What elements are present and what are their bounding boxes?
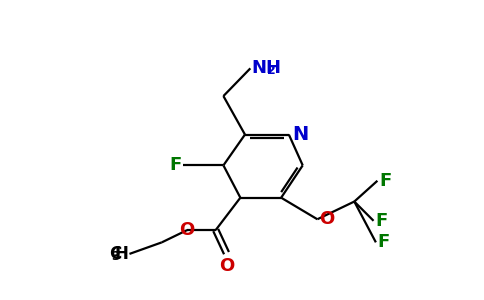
Text: 3: 3 [112, 250, 120, 263]
Text: F: F [379, 172, 391, 190]
Text: C: C [109, 245, 122, 263]
Text: NH: NH [251, 58, 281, 76]
Text: H: H [114, 245, 128, 263]
Text: O: O [180, 221, 195, 239]
Text: N: N [292, 125, 308, 144]
Text: O: O [319, 210, 334, 228]
Text: F: F [375, 212, 387, 230]
Text: 2: 2 [267, 64, 275, 77]
Text: F: F [169, 156, 182, 174]
Text: O: O [219, 257, 234, 275]
Text: F: F [378, 233, 390, 251]
